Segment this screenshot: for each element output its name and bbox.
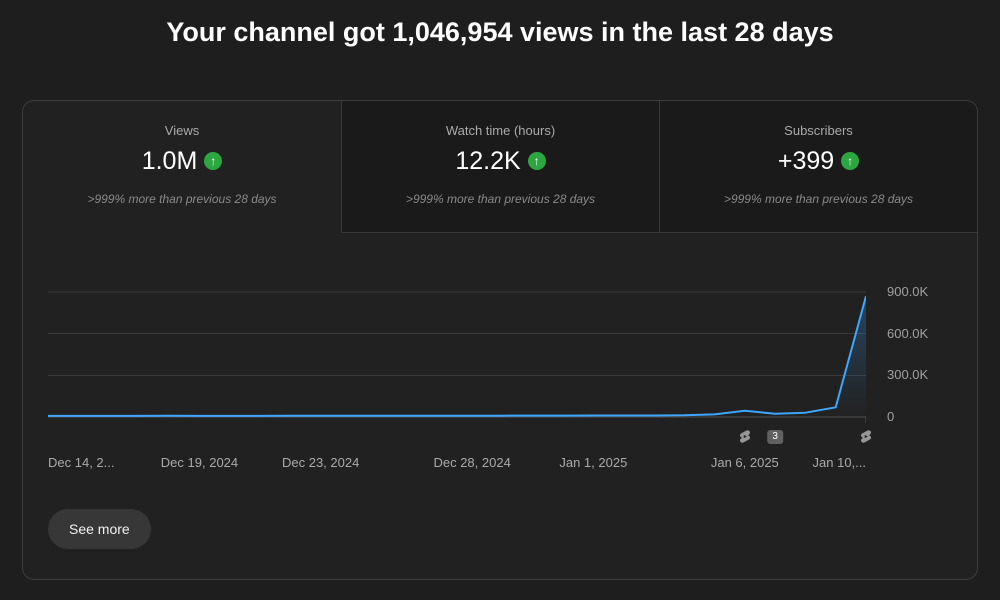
video-markers: 3 bbox=[48, 429, 872, 447]
x-tick-label: Dec 19, 2024 bbox=[160, 455, 239, 470]
views-line bbox=[48, 295, 866, 417]
y-tick-label: 900.0K bbox=[887, 284, 929, 299]
tab-views-value: 1.0M bbox=[141, 147, 198, 175]
tab-watch-time-label: Watch time (hours) bbox=[445, 123, 556, 138]
x-tick-label: Dec 23, 2024 bbox=[281, 455, 360, 470]
card-footer: See more bbox=[23, 483, 977, 579]
tab-subscribers-label: Subscribers bbox=[784, 123, 853, 138]
tab-watch-time-value-row: 12.2K ↑ bbox=[342, 146, 659, 176]
tab-subscribers[interactable]: Subscribers +399 ↑ >999% more than previ… bbox=[659, 101, 977, 233]
tab-subscribers-note: >999% more than previous 28 days bbox=[723, 192, 914, 206]
trend-up-icon: ↑ bbox=[204, 152, 223, 170]
chart-plot-area: 3 bbox=[48, 277, 872, 447]
tab-subscribers-value-row: +399 ↑ bbox=[660, 146, 977, 176]
tab-watch-time-value: 12.2K bbox=[455, 147, 521, 175]
shorts-icon[interactable] bbox=[859, 429, 874, 444]
tab-views-value-row: 1.0M ↑ bbox=[23, 146, 341, 176]
x-tick-label: Jan 10,... bbox=[812, 455, 866, 470]
tab-views-label: Views bbox=[164, 123, 200, 138]
tab-watch-time[interactable]: Watch time (hours) 12.2K ↑ >999% more th… bbox=[341, 101, 659, 233]
trend-up-icon: ↑ bbox=[527, 152, 546, 170]
y-tick-label: 300.0K bbox=[887, 367, 929, 383]
tab-subscribers-value: +399 bbox=[777, 147, 835, 175]
views-area-fill bbox=[48, 296, 866, 417]
x-axis-labels: Dec 14, 2... Dec 19, 2024 Dec 23, 2024 Dec … bbox=[48, 455, 866, 483]
analytics-card: Views 1.0M ↑ >999% more than previous 28… bbox=[22, 100, 978, 580]
tab-views-note: >999% more than previous 28 days bbox=[87, 192, 277, 206]
x-tick-label: Jan 6, 2025 bbox=[710, 455, 779, 470]
y-tick-label: 0 bbox=[887, 409, 895, 424]
x-tick-label: Jan 1, 2025 bbox=[559, 455, 628, 470]
views-chart-block: 3 900.0K 600.0K 300.0K 0 Dec 14, 2... Dec 19… bbox=[23, 233, 977, 483]
views-line-chart[interactable] bbox=[48, 277, 866, 447]
tab-watch-time-note: >999% more than previous 28 days bbox=[405, 192, 596, 206]
shorts-icon[interactable] bbox=[737, 429, 752, 444]
x-tick-label: Dec 14, 2... bbox=[48, 455, 115, 470]
y-tick-label: 600.0K bbox=[887, 325, 929, 341]
video-count-badge[interactable]: 3 bbox=[767, 430, 783, 444]
trend-up-icon: ↑ bbox=[841, 152, 860, 170]
tab-views[interactable]: Views 1.0M ↑ >999% more than previous 28… bbox=[23, 101, 341, 233]
page-title: Your channel got 1,046,954 views in the … bbox=[166, 17, 834, 47]
metric-tabs: Views 1.0M ↑ >999% more than previous 28… bbox=[23, 101, 977, 233]
see-more-button[interactable]: See more bbox=[48, 509, 151, 549]
y-axis-labels: 900.0K 600.0K 300.0K 0 bbox=[887, 277, 977, 447]
x-tick-label: Dec 28, 2024 bbox=[433, 455, 511, 470]
